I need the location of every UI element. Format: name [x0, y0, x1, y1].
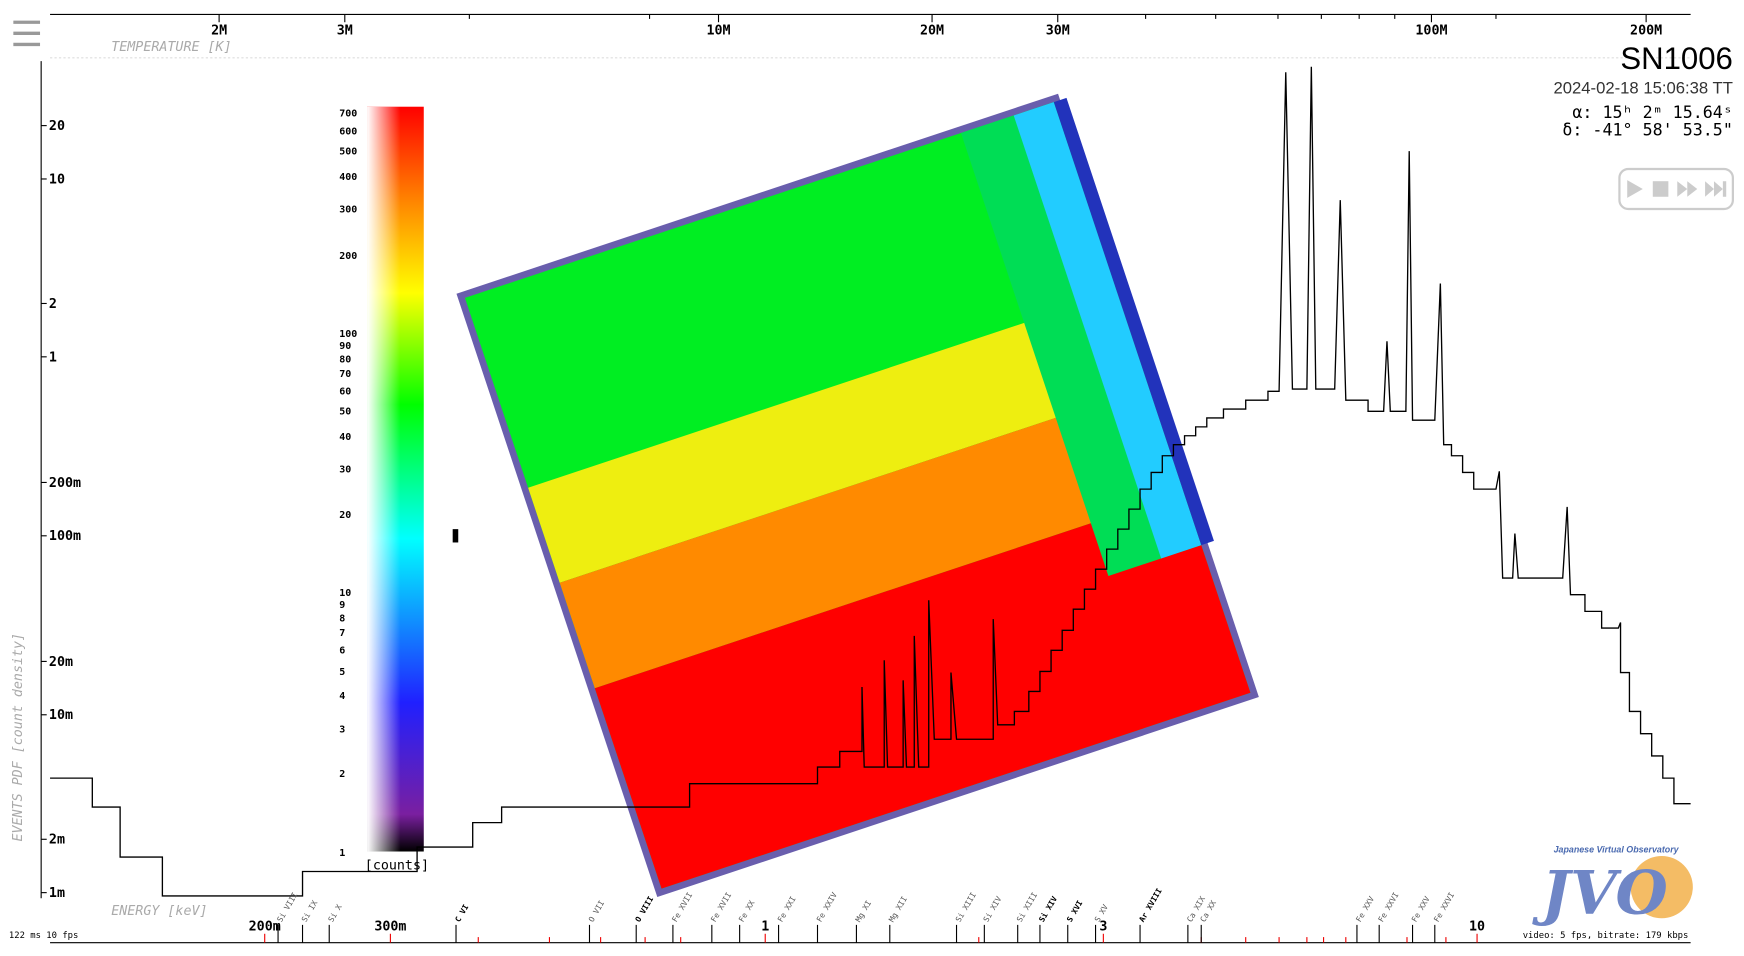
- line-label: Fe XXVI: [1432, 891, 1456, 924]
- jvo-logo: JVO: [1532, 855, 1693, 929]
- line-label: C VI: [453, 903, 470, 924]
- line-label: O VIII: [633, 895, 655, 924]
- line-label: Si XIV: [982, 895, 1004, 924]
- marker: [452, 529, 459, 543]
- colorbar-unit: [counts]: [365, 858, 429, 873]
- colorbar-label: 30: [339, 464, 351, 475]
- video-status: video: 5 fps, bitrate: 179 kbps: [1523, 931, 1689, 941]
- colorbar-label: 60: [339, 387, 351, 398]
- tick-label: 20: [49, 119, 65, 134]
- tick-label: 10m: [49, 708, 73, 723]
- menu-icon[interactable]: [13, 20, 41, 47]
- svg-text:JVO: JVO: [1532, 859, 1668, 929]
- colorbar-label: 200: [339, 251, 357, 262]
- colorbar-label: 700: [339, 109, 357, 120]
- colorbar-label: 4: [339, 691, 345, 702]
- line-label: Mg XI: [854, 899, 873, 924]
- colorbar-label: 40: [339, 432, 351, 443]
- colorbar-label: 8: [339, 613, 345, 624]
- tick-label: 1: [49, 350, 57, 365]
- line-label: Mg XII: [887, 895, 909, 924]
- line-label: Fe XX: [737, 899, 757, 924]
- line-label: Fe XXI: [776, 895, 798, 924]
- logo-caption: Japanese Virtual Observatory: [1554, 845, 1680, 855]
- colorbar-label: 10: [339, 588, 351, 599]
- colorbar-label: 3: [339, 725, 345, 736]
- tick-label: 10M: [706, 23, 730, 38]
- detector-image: [456, 93, 1259, 898]
- spectrum-line: [50, 66, 1691, 897]
- playback-controls: [1618, 167, 1734, 211]
- line-label: Si IX: [300, 899, 320, 924]
- tick-label: 1m: [49, 886, 65, 901]
- axis-label: ENERGY [keV]: [111, 904, 207, 919]
- tick-label: 20m: [49, 655, 73, 670]
- colorbar-label: 6: [339, 646, 345, 657]
- line-label: Fe XVII: [670, 891, 694, 924]
- tick-label: 30M: [1046, 23, 1070, 38]
- skip-end-button[interactable]: [1705, 181, 1727, 197]
- stop-button[interactable]: [1652, 181, 1669, 197]
- tick-label: 2m: [49, 833, 65, 848]
- line-label: Fe XXIV: [815, 891, 839, 924]
- fast-forward-button[interactable]: [1677, 181, 1698, 197]
- colorbar-label: 300: [339, 204, 357, 215]
- colorbar-label: 70: [339, 369, 351, 380]
- fps: 122 ms 10 fps: [9, 931, 78, 941]
- tick-label: 3: [1099, 919, 1107, 934]
- tick-label: 3M: [337, 23, 353, 38]
- axis-label: TEMPERATURE [K]: [111, 40, 231, 55]
- colorbar-label: 20: [339, 510, 351, 521]
- tick-label: 1: [761, 919, 769, 934]
- tick-label: 2: [49, 297, 57, 312]
- declination: δ: -41° 58' 53.5": [1562, 121, 1733, 140]
- colorbar-label: 100: [339, 329, 357, 340]
- play-button[interactable]: [1627, 180, 1643, 198]
- colorbar-label: 80: [339, 354, 351, 365]
- line-label: Si XIII: [954, 891, 978, 924]
- title: SN1006: [1620, 41, 1733, 76]
- tick-label: 100M: [1415, 23, 1447, 38]
- colorbar-label: 600: [339, 127, 357, 138]
- colorbar-fade: [367, 106, 401, 852]
- colorbar-label: 500: [339, 147, 357, 158]
- tick-label: 200M: [1630, 23, 1662, 38]
- colorbar-label: 400: [339, 172, 357, 183]
- tick-label: 200m: [249, 919, 281, 934]
- colorbar-label: 50: [339, 407, 351, 418]
- tick-label: 10: [49, 172, 65, 187]
- tick-label: 20M: [920, 23, 944, 38]
- tick-label: 2M: [211, 23, 227, 38]
- line-label: S XV: [1093, 903, 1110, 924]
- right-ascension: α: 15ʰ 2ᵐ 15.64ˢ: [1572, 103, 1732, 122]
- colorbar-label: 5: [339, 667, 345, 678]
- colorbar-label: 9: [339, 600, 345, 611]
- tick-label: 100m: [49, 529, 81, 544]
- datetime: 2024-02-18 15:06:38 TT: [1553, 78, 1732, 97]
- line-label: O VII: [587, 899, 606, 924]
- colorbar-label: 7: [339, 628, 345, 639]
- line-label: Fe XXVI: [1376, 891, 1400, 924]
- line-label: Si XIII: [1015, 891, 1039, 924]
- line-label: Si XIV: [1037, 895, 1059, 924]
- axis-label: EVENTS PDF [count density]: [11, 633, 26, 842]
- colorbar-label: 1: [339, 848, 345, 859]
- tick-label: 300m: [374, 919, 406, 934]
- tick-label: 200m: [49, 476, 81, 491]
- line-label: S XVI: [1065, 899, 1085, 924]
- line-label: Ar XVIII: [1137, 886, 1164, 923]
- line-label: Fe XVII: [709, 891, 733, 924]
- colorbar-label: 90: [339, 341, 351, 352]
- line-label: Fe XXV: [1410, 895, 1432, 924]
- tick-label: 10: [1469, 919, 1485, 934]
- line-label: Si X: [326, 903, 343, 924]
- line-label: Fe XXV: [1354, 895, 1376, 924]
- colorbar-label: 2: [339, 769, 345, 780]
